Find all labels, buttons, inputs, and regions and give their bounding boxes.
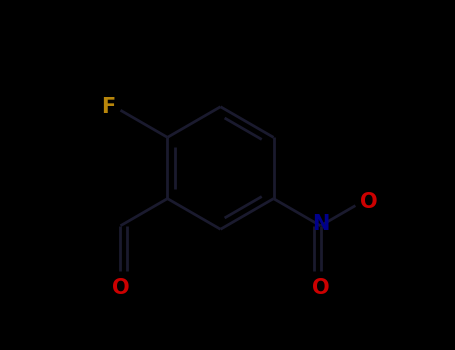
Text: O: O — [111, 278, 129, 298]
Text: N: N — [312, 214, 329, 234]
Text: F: F — [101, 97, 115, 117]
Text: O: O — [312, 278, 329, 298]
Text: O: O — [359, 192, 377, 212]
